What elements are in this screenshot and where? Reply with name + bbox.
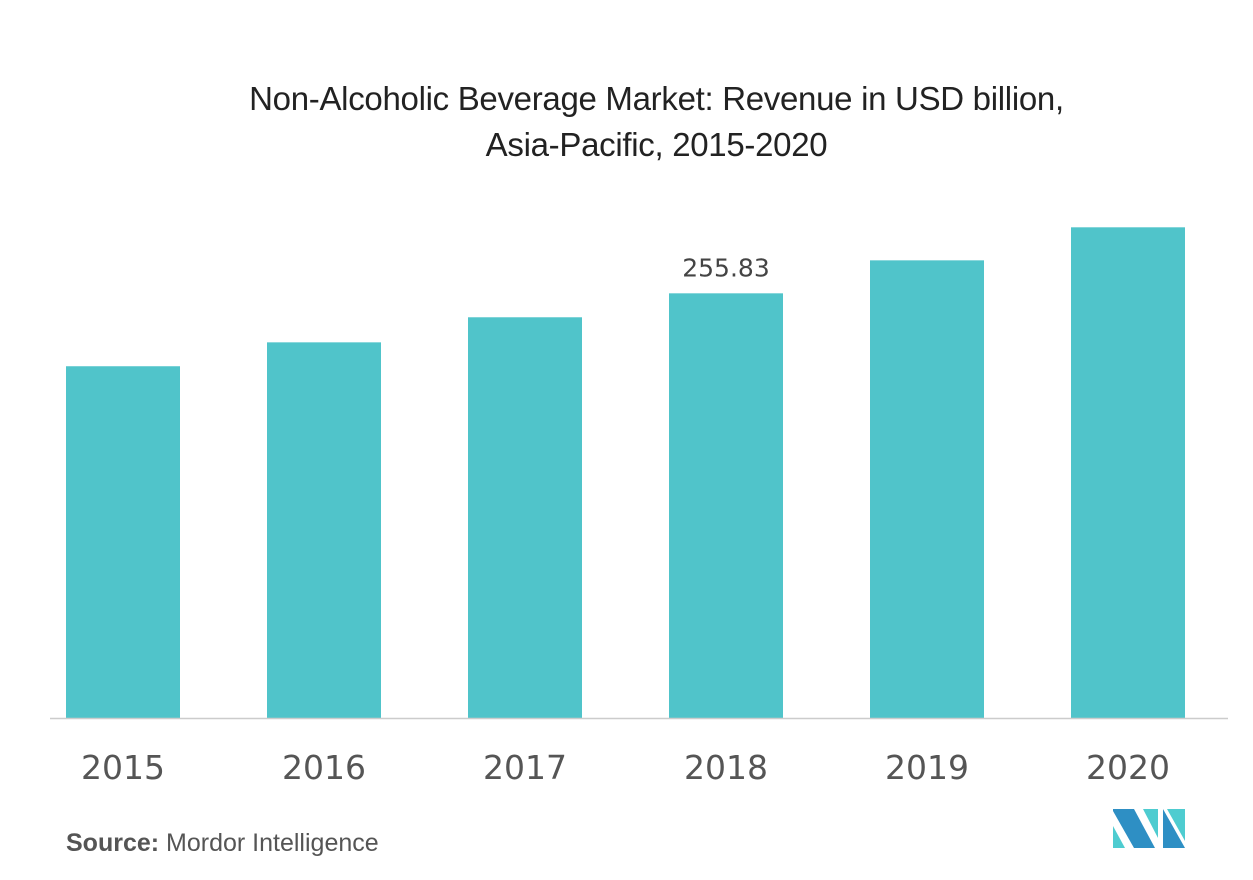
- chart-title-line-2: Asia-Pacific, 2015-2020: [485, 126, 828, 163]
- bar-2016: [267, 342, 381, 718]
- source-label: Source:: [66, 829, 160, 857]
- bar-2020: [1071, 227, 1185, 718]
- x-tick-label-2018: 2018: [684, 748, 768, 787]
- data-label-2018: 255.83: [682, 253, 769, 282]
- bar-2019: [870, 260, 984, 718]
- source-text: Mordor Intelligence: [166, 829, 379, 857]
- x-tick-label-2019: 2019: [885, 748, 969, 787]
- bar-2017: [468, 317, 582, 718]
- x-tick-label-2015: 2015: [81, 748, 165, 787]
- bar-2015: [66, 366, 180, 718]
- chart-title: Non-Alcoholic Beverage Market: Revenue i…: [0, 76, 1253, 168]
- x-tick-label-2016: 2016: [282, 748, 366, 787]
- x-tick-label-2017: 2017: [483, 748, 567, 787]
- chart-title-line-1: Non-Alcoholic Beverage Market: Revenue i…: [249, 80, 1064, 117]
- bar-2018: [669, 293, 783, 718]
- source-note: Source: Mordor Intelligence: [66, 829, 379, 858]
- x-tick-label-2020: 2020: [1086, 748, 1170, 787]
